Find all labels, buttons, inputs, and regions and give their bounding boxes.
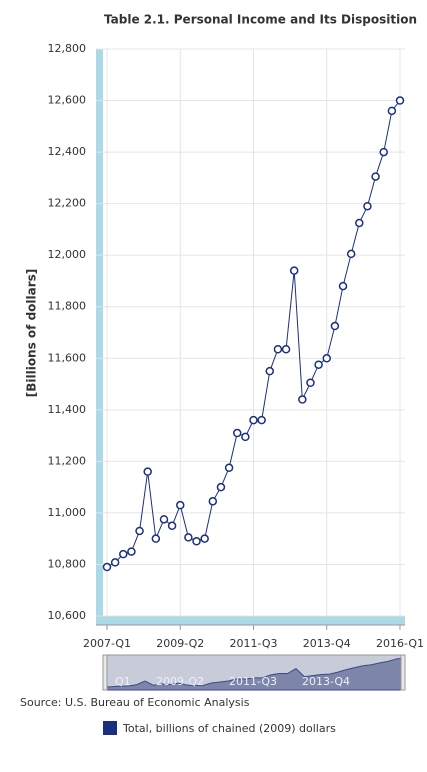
x-tick-label: 2013-Q4 bbox=[303, 637, 351, 650]
y-tick-label: 11,200 bbox=[48, 454, 87, 467]
point bbox=[363, 201, 372, 211]
navigator-label: 2011-Q3 bbox=[229, 675, 277, 688]
plot-band bbox=[96, 49, 103, 616]
x-tick-label: 2009-Q2 bbox=[156, 637, 204, 650]
point bbox=[330, 321, 340, 331]
point bbox=[338, 281, 348, 291]
y-tick-label: 11,400 bbox=[48, 403, 87, 416]
point bbox=[208, 497, 218, 506]
point bbox=[257, 415, 266, 425]
point bbox=[151, 534, 161, 543]
y-tick-label: 12,800 bbox=[48, 42, 87, 55]
navigator-handle bbox=[102, 654, 108, 691]
navigator-area bbox=[102, 657, 406, 691]
navigator-label: Q1 bbox=[115, 675, 131, 688]
y-tick-label: 12,400 bbox=[48, 145, 87, 158]
point bbox=[143, 467, 152, 476]
plot-band bbox=[96, 616, 405, 625]
point bbox=[371, 172, 380, 181]
point bbox=[176, 500, 185, 510]
x-tick-label: 2011-Q3 bbox=[229, 637, 277, 650]
x-tick-label: 2007-Q1 bbox=[83, 637, 131, 650]
legend-swatch bbox=[103, 721, 117, 735]
point bbox=[184, 533, 193, 542]
y-tick-label: 11,800 bbox=[48, 300, 87, 313]
chart-title: Table 2.1. Personal Income and Its Dispo… bbox=[104, 13, 417, 27]
point bbox=[232, 428, 242, 438]
y-tick-label: 10,600 bbox=[48, 609, 87, 622]
point bbox=[265, 366, 275, 376]
navigator-label: 2009-Q2 bbox=[156, 675, 204, 688]
x-tick-label: 2016-Q1 bbox=[376, 637, 424, 650]
point bbox=[167, 521, 177, 531]
point bbox=[200, 534, 209, 543]
source: Source: U.S. Bureau of Economic Analysis bbox=[20, 696, 250, 709]
point bbox=[224, 463, 234, 473]
point bbox=[281, 345, 291, 354]
y-tick-label: 10,800 bbox=[48, 557, 87, 570]
point bbox=[102, 562, 112, 572]
y-tick-label: 11,600 bbox=[48, 351, 87, 364]
point bbox=[241, 432, 250, 442]
legend-label: Total, billions of chained (2009) dollar… bbox=[122, 722, 336, 735]
point bbox=[192, 537, 201, 546]
point bbox=[298, 395, 307, 404]
y-tick-label: 12,000 bbox=[48, 248, 87, 261]
y-tick-label: 12,200 bbox=[48, 197, 87, 210]
point bbox=[387, 106, 397, 116]
point bbox=[322, 354, 331, 363]
point bbox=[346, 249, 356, 259]
point bbox=[379, 147, 388, 157]
point bbox=[395, 96, 405, 105]
y-tick-label: 12,600 bbox=[48, 94, 87, 107]
point bbox=[216, 482, 226, 492]
navigator-label: 2013-Q4 bbox=[302, 675, 350, 688]
point bbox=[289, 266, 299, 275]
point bbox=[127, 547, 136, 556]
point bbox=[249, 415, 258, 425]
point bbox=[306, 378, 315, 388]
y-tick-label: 11,000 bbox=[48, 506, 87, 519]
point bbox=[110, 558, 120, 567]
point bbox=[355, 218, 364, 228]
point bbox=[159, 515, 169, 524]
y-axis-label: [Billions of dollars] bbox=[25, 269, 39, 398]
point bbox=[135, 526, 144, 536]
navigator-handle bbox=[400, 654, 406, 691]
point bbox=[273, 345, 283, 354]
point bbox=[119, 549, 128, 559]
point bbox=[314, 360, 323, 369]
